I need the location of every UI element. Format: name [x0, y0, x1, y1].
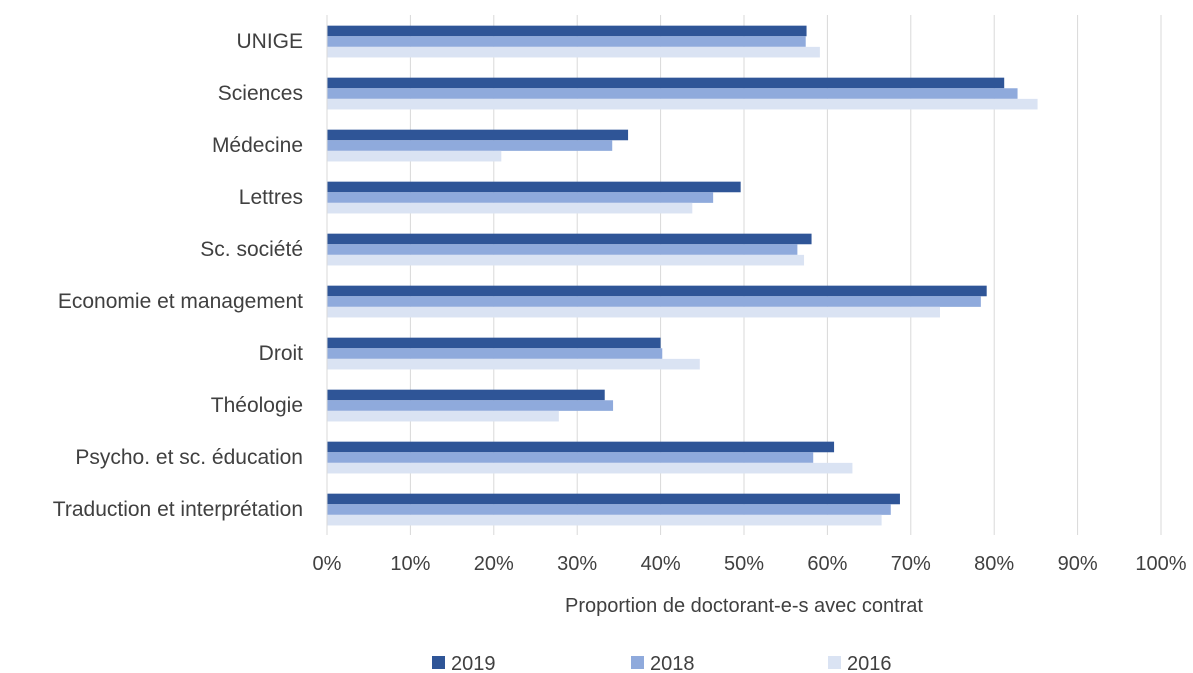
category-label: Economie et management — [58, 290, 303, 313]
bar-2019 — [327, 285, 987, 297]
x-tick-label: 40% — [641, 553, 681, 575]
bar-2019 — [327, 337, 661, 349]
x-tick-label: 50% — [724, 553, 764, 575]
x-axis-title: Proportion de doctorant-e-s avec contrat — [565, 595, 923, 617]
x-tick-label: 70% — [891, 553, 931, 575]
x-tick-labels: 0% 10% 20% 30% 40% 50% 60% 70% 80% 90% 100% — [313, 553, 1187, 575]
bar-2018 — [327, 140, 613, 151]
x-tick-label: 100% — [1135, 553, 1186, 575]
bar-2016 — [327, 462, 853, 474]
bar-2018 — [327, 348, 663, 359]
bar-2016 — [327, 410, 559, 422]
bar-2018 — [327, 400, 614, 411]
category-label: Traduction et interprétation — [53, 498, 303, 521]
bar-2016 — [327, 254, 805, 266]
bar-2019 — [327, 25, 807, 37]
x-tick-label: 80% — [974, 553, 1014, 575]
bar-2019 — [327, 77, 1005, 89]
bar-2019 — [327, 129, 629, 141]
bar-2016 — [327, 150, 502, 162]
category-label: Médecine — [212, 134, 303, 157]
bar-2019 — [327, 441, 835, 453]
x-tick-label: 30% — [557, 553, 597, 575]
bar-2019 — [327, 181, 741, 193]
category-label: Droit — [259, 342, 304, 365]
legend-label: 2018 — [650, 653, 695, 673]
bar-2016 — [327, 98, 1038, 110]
bar-2016 — [327, 514, 882, 526]
bar-2016 — [327, 358, 700, 370]
bar-2019 — [327, 233, 812, 245]
legend: 2019 2018 2016 — [432, 653, 892, 673]
x-tick-label: 20% — [474, 553, 514, 575]
category-labels: UNIGE Sciences Médecine Lettres Sc. société E… — [53, 30, 303, 521]
bar-2018 — [327, 296, 981, 307]
bar-2019 — [327, 493, 900, 505]
x-tick-label: 90% — [1058, 553, 1098, 575]
bar-2019 — [327, 389, 605, 401]
legend-label: 2016 — [847, 653, 892, 673]
x-tick-label: 60% — [807, 553, 847, 575]
legend-swatch — [631, 656, 644, 669]
bar-2016 — [327, 202, 693, 214]
bar-2018 — [327, 36, 806, 47]
bar-2016 — [327, 306, 940, 318]
x-tick-label: 0% — [313, 553, 342, 575]
bar-2018 — [327, 452, 814, 463]
legend-swatch — [828, 656, 841, 669]
bars — [327, 25, 1038, 526]
category-label: Sc. société — [200, 238, 303, 261]
category-label: UNIGE — [236, 30, 303, 53]
x-tick-label: 10% — [390, 553, 430, 575]
bar-2018 — [327, 192, 714, 203]
bar-2018 — [327, 88, 1018, 99]
category-label: Sciences — [218, 82, 303, 105]
category-label: Lettres — [239, 186, 303, 209]
legend-label: 2019 — [451, 653, 496, 673]
category-label: Théologie — [211, 394, 303, 417]
category-label: Psycho. et sc. éducation — [75, 446, 303, 469]
bar-2016 — [327, 46, 820, 58]
bar-2018 — [327, 504, 891, 515]
bar-2018 — [327, 244, 798, 255]
legend-swatch — [432, 656, 445, 669]
